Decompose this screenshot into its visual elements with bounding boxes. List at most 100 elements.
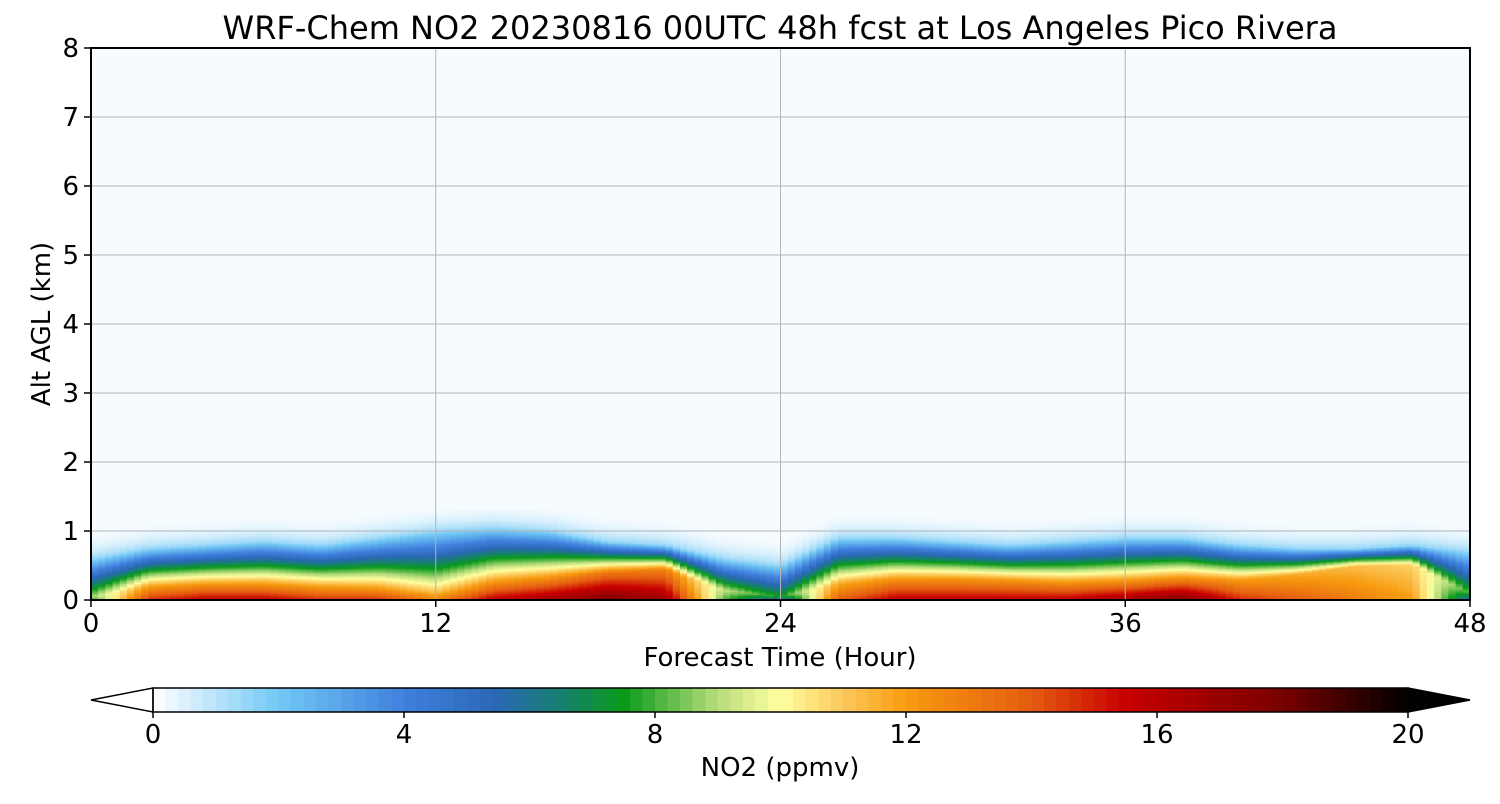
heatmap-cell [335, 562, 343, 565]
heatmap-cell [471, 548, 480, 551]
heatmap-cell [263, 588, 272, 591]
heatmap-cell [665, 564, 674, 567]
heatmap-cell [378, 542, 387, 545]
heatmap-cell [435, 572, 444, 575]
heatmap-cell [665, 542, 674, 545]
heatmap-cell [442, 533, 451, 536]
heatmap-cell [579, 537, 588, 540]
heatmap-cell [493, 542, 501, 545]
heatmap-cell [636, 571, 645, 573]
heatmap-cell [284, 586, 293, 589]
heatmap-cell [679, 580, 688, 583]
heatmap-cell [478, 519, 487, 522]
heatmap-cell [155, 590, 164, 593]
heatmap-cell [119, 573, 128, 576]
heatmap-cell [529, 531, 537, 533]
heatmap-cell [256, 535, 264, 538]
heatmap-cell [162, 533, 171, 536]
heatmap-cell [170, 569, 178, 572]
heatmap-cell [277, 519, 286, 522]
heatmap-cell [392, 562, 401, 565]
heatmap-cell [665, 551, 674, 554]
heatmap-cell [155, 559, 164, 562]
heatmap-cell [450, 590, 458, 593]
heatmap-cell [565, 543, 573, 546]
heatmap-cell [600, 536, 609, 539]
heatmap-cell [320, 519, 329, 522]
heatmap-cell [442, 594, 451, 597]
heatmap-cell [126, 595, 135, 598]
heatmap-cell [486, 511, 494, 514]
heatmap-cell [392, 540, 401, 543]
heatmap-cell [385, 542, 394, 545]
heatmap-cell [658, 522, 667, 525]
heatmap-cell [292, 593, 300, 596]
heatmap-cell [407, 557, 415, 560]
heatmap-cell [249, 554, 257, 557]
heatmap-cell [162, 562, 171, 565]
heatmap-cell [378, 524, 387, 527]
heatmap-cell [241, 555, 250, 558]
heatmap-cell [349, 573, 358, 576]
heatmap-cell [464, 579, 473, 582]
heatmap-cell [112, 542, 121, 545]
heatmap-cell [270, 519, 279, 522]
heatmap-cell [177, 568, 185, 571]
heatmap-cell [184, 557, 193, 560]
heatmap-cell [306, 591, 315, 594]
heatmap-cell [507, 555, 516, 558]
heatmap-cell [335, 579, 343, 582]
heatmap-cell [536, 546, 545, 549]
heatmap-cell [579, 539, 588, 542]
heatmap-cell [593, 587, 602, 590]
heatmap-cell [91, 575, 99, 578]
heatmap-cell [263, 522, 272, 525]
heatmap-cell [608, 525, 616, 528]
heatmap-cell [500, 571, 509, 573]
heatmap-cell [306, 546, 315, 549]
heatmap-cell [579, 551, 588, 554]
heatmap-cell [478, 577, 487, 580]
heatmap-cell [500, 525, 509, 528]
heatmap-cell [579, 540, 588, 543]
heatmap-cell [141, 597, 150, 600]
heatmap-cell [464, 588, 473, 591]
heatmap-cell [356, 526, 365, 529]
heatmap-cell [507, 586, 516, 589]
heatmap-cell [486, 591, 494, 594]
heatmap-cell [644, 591, 652, 594]
heatmap-cell [119, 550, 128, 553]
heatmap-cell [277, 582, 286, 585]
heatmap-cell [428, 513, 437, 516]
heatmap-cell [284, 593, 293, 596]
heatmap-cell [543, 532, 552, 535]
heatmap-cell [636, 532, 645, 535]
heatmap-cell [658, 594, 667, 597]
heatmap-cell [636, 593, 645, 596]
heatmap-cell [213, 543, 221, 546]
heatmap-cell [543, 571, 552, 573]
heatmap-cell [313, 590, 322, 593]
heatmap-cell [428, 594, 437, 597]
heatmap-cell [249, 526, 257, 529]
heatmap-cell [385, 591, 394, 594]
heatmap-cell [557, 550, 566, 553]
heatmap-cell [105, 584, 114, 587]
heatmap-cell [184, 572, 193, 575]
heatmap-cell [586, 540, 595, 543]
heatmap-cell [557, 532, 566, 535]
heatmap-cell [428, 517, 437, 520]
heatmap-cell [435, 597, 444, 600]
heatmap-cell [550, 588, 559, 591]
heatmap-cell [177, 546, 185, 549]
heatmap-cell [91, 565, 99, 568]
heatmap-cell [586, 583, 595, 586]
heatmap-cell [543, 540, 552, 543]
heatmap-cell [536, 591, 545, 594]
heatmap-cell [205, 588, 214, 591]
heatmap-cell [572, 533, 580, 536]
heatmap-cell [543, 558, 552, 561]
heatmap-cell [249, 579, 257, 582]
heatmap-cell [256, 548, 264, 551]
heatmap-cell [593, 532, 602, 535]
